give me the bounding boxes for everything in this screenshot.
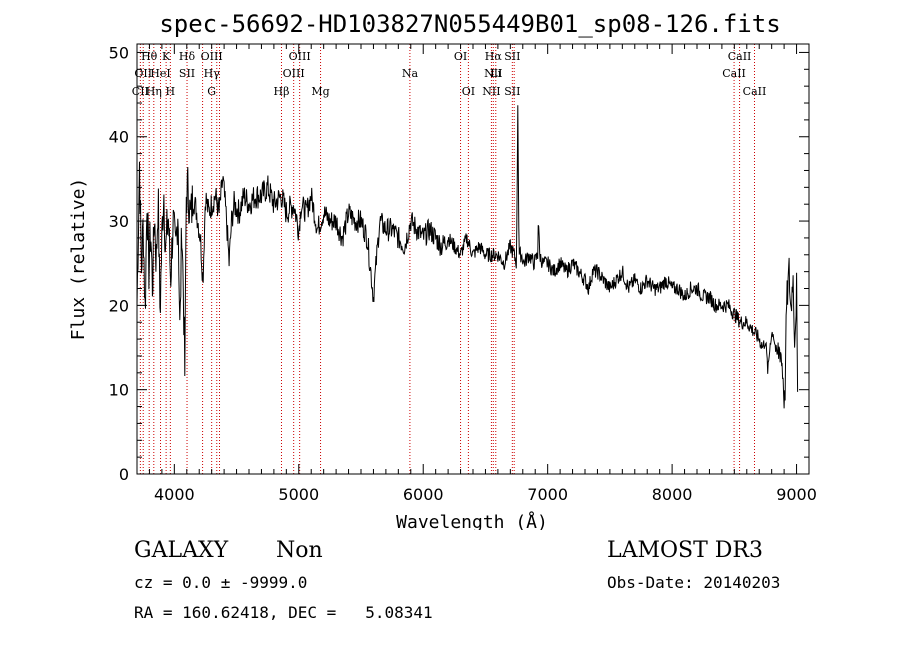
- y-tick-label: 20: [109, 296, 129, 315]
- line-label: G: [207, 85, 216, 98]
- line-label: OII: [134, 67, 152, 80]
- line-label: H: [166, 85, 176, 98]
- x-tick-label: 8000: [652, 485, 693, 504]
- spectral-line-markers: [139, 44, 755, 474]
- line-label: Hα: [485, 50, 503, 63]
- y-tick-label: 10: [109, 381, 129, 400]
- line-label: CaII: [728, 50, 752, 63]
- line-label: SII: [504, 85, 520, 98]
- line-label: Hη: [146, 85, 162, 98]
- line-label: Hγ: [204, 67, 221, 80]
- line-label: Na: [402, 67, 419, 80]
- y-tick-label: 50: [109, 43, 129, 62]
- object-class: GALAXY: [134, 538, 229, 563]
- y-axis-label: Flux (relative): [68, 178, 89, 341]
- obs-date-text: Obs-Date: 20140203: [607, 573, 781, 592]
- spectrum-series: [136, 105, 799, 409]
- plot-frame: [136, 43, 810, 475]
- line-label: OIII: [283, 67, 305, 80]
- line-label: OIII: [289, 50, 311, 63]
- line-label: SII: [179, 67, 195, 80]
- line-label: OIII: [201, 50, 223, 63]
- x-axis: 4000 5000 6000 7000 8000 9000: [136, 44, 817, 504]
- chart-title: spec-56692-HD103827N055449B01_sp08-126.f…: [159, 10, 780, 38]
- x-axis-label: Wavelength (Å): [396, 511, 548, 530]
- spectral-line-labels: CII OII Hθ Hη HeI K H Hδ SII OIII Hγ G Hβ OIII OIII Mg N…: [132, 50, 767, 98]
- x-tick-label: 7000: [527, 485, 568, 504]
- x-tick-label: 6000: [403, 485, 444, 504]
- x-tick-label: 4000: [154, 485, 195, 504]
- y-axis: 0 10 20 30 40 50: [109, 43, 809, 484]
- line-label: K: [162, 50, 171, 63]
- redshift-text: cz = 0.0 ± -9999.0: [134, 573, 308, 592]
- line-label: Mg: [311, 85, 329, 98]
- line-label: Hθ: [141, 50, 158, 63]
- coordinates-text: RA = 160.62418, DEC = 5.08341: [134, 603, 433, 622]
- y-tick-label: 0: [119, 465, 129, 484]
- line-label: Li: [490, 67, 501, 80]
- spectrum-chart: spec-56692-HD103827N055449B01_sp08-126.f…: [68, 10, 817, 530]
- x-tick-label: 5000: [278, 485, 319, 504]
- line-label: SII: [504, 50, 520, 63]
- line-label: OI: [462, 85, 475, 98]
- line-label: HeI: [150, 67, 170, 80]
- line-label: NII: [484, 67, 502, 80]
- line-label: OI: [454, 50, 467, 63]
- line-label: Hβ: [274, 85, 290, 98]
- line-label: Hδ: [179, 50, 196, 63]
- line-label: CaII: [722, 67, 746, 80]
- line-label: NII: [482, 85, 500, 98]
- y-tick-label: 40: [109, 128, 129, 147]
- survey-label: LAMOST DR3: [607, 538, 763, 563]
- object-subclass: Non: [276, 538, 323, 563]
- x-tick-label: 9000: [776, 485, 817, 504]
- line-label: CaII: [743, 85, 767, 98]
- line-label: CII: [132, 85, 149, 98]
- y-tick-label: 30: [109, 212, 129, 231]
